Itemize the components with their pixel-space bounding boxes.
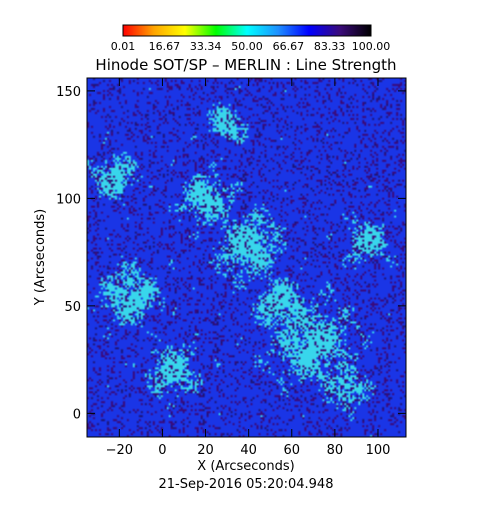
colorbar-tick-label: 0.01 (111, 40, 136, 53)
x-tick-label: 80 (327, 443, 344, 458)
timestamp: 21-Sep-2016 05:20:04.948 (159, 477, 334, 492)
x-tick-label: 40 (240, 443, 257, 458)
heatmap-image (87, 78, 406, 437)
colorbar-tick-label: 33.34 (190, 40, 222, 53)
x-axis: −20 0 20 40 60 80 100 (106, 78, 391, 458)
y-axis: 0 50 100 150 (56, 85, 406, 422)
x-tick-label: 20 (197, 443, 214, 458)
x-tick-label: 0 (158, 443, 166, 458)
y-tick-label: 100 (56, 192, 81, 207)
colorbar-tick-label: 100.00 (352, 40, 391, 53)
y-tick-label: 150 (56, 85, 81, 100)
colorbar-ticks: 0.01 16.67 33.34 50.00 66.67 83.33 100.00 (111, 40, 391, 53)
plot-frame (86, 77, 407, 438)
colorbar (122, 24, 372, 37)
x-tick-label: 60 (283, 443, 300, 458)
colorbar-tick-label: 83.33 (314, 40, 346, 53)
y-tick-label: 0 (73, 407, 81, 422)
y-tick-label: 50 (64, 300, 81, 315)
y-axis-label: Y (Arcseconds) (33, 209, 48, 306)
colorbar-tick-label: 50.00 (231, 40, 263, 53)
chart-title: Hinode SOT/SP – MERLIN : Line Strength (95, 56, 396, 74)
colorbar-tick-label: 66.67 (273, 40, 305, 53)
x-axis-label: X (Arcseconds) (197, 459, 294, 474)
x-tick-label: 100 (366, 443, 391, 458)
colorbar-tick-label: 16.67 (149, 40, 181, 53)
x-tick-label: −20 (106, 443, 133, 458)
